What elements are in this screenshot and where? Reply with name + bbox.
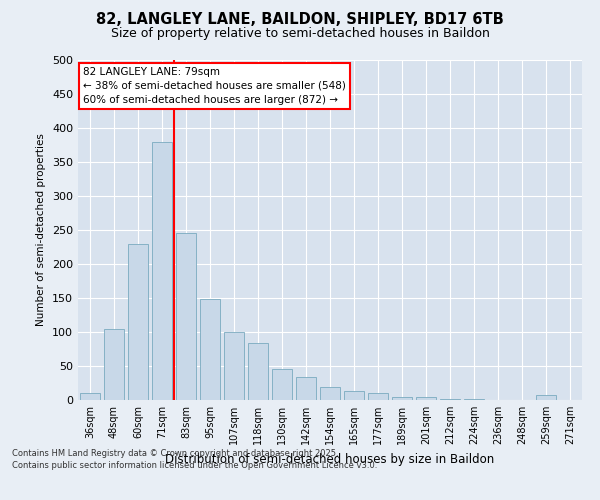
Bar [344, 391, 364, 400]
Bar [224, 332, 244, 400]
Text: Size of property relative to semi-detached houses in Baildon: Size of property relative to semi-detach… [110, 28, 490, 40]
Bar [248, 343, 268, 400]
Bar [368, 393, 388, 400]
Bar [200, 300, 220, 400]
Bar [104, 328, 124, 400]
Bar [176, 234, 196, 400]
Text: Contains public sector information licensed under the Open Government Licence v3: Contains public sector information licen… [12, 461, 377, 470]
Bar [392, 396, 412, 400]
Text: 82 LANGLEY LANE: 79sqm
← 38% of semi-detached houses are smaller (548)
60% of se: 82 LANGLEY LANE: 79sqm ← 38% of semi-det… [83, 67, 346, 105]
Text: Contains HM Land Registry data © Crown copyright and database right 2025.: Contains HM Land Registry data © Crown c… [12, 448, 338, 458]
Bar [272, 368, 292, 400]
Bar [80, 393, 100, 400]
Bar [416, 398, 436, 400]
Bar [296, 377, 316, 400]
Bar [536, 394, 556, 400]
Text: 82, LANGLEY LANE, BAILDON, SHIPLEY, BD17 6TB: 82, LANGLEY LANE, BAILDON, SHIPLEY, BD17… [96, 12, 504, 28]
X-axis label: Distribution of semi-detached houses by size in Baildon: Distribution of semi-detached houses by … [166, 452, 494, 466]
Y-axis label: Number of semi-detached properties: Number of semi-detached properties [37, 134, 46, 326]
Bar [440, 398, 460, 400]
Bar [128, 244, 148, 400]
Bar [152, 142, 172, 400]
Bar [320, 387, 340, 400]
